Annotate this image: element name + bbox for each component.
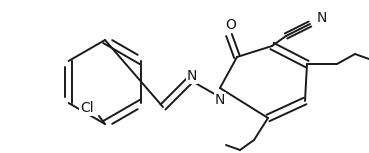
Text: N: N: [187, 69, 197, 83]
Text: O: O: [225, 18, 237, 32]
Text: Cl: Cl: [80, 101, 94, 115]
Text: N: N: [317, 11, 327, 25]
Text: N: N: [215, 93, 225, 107]
